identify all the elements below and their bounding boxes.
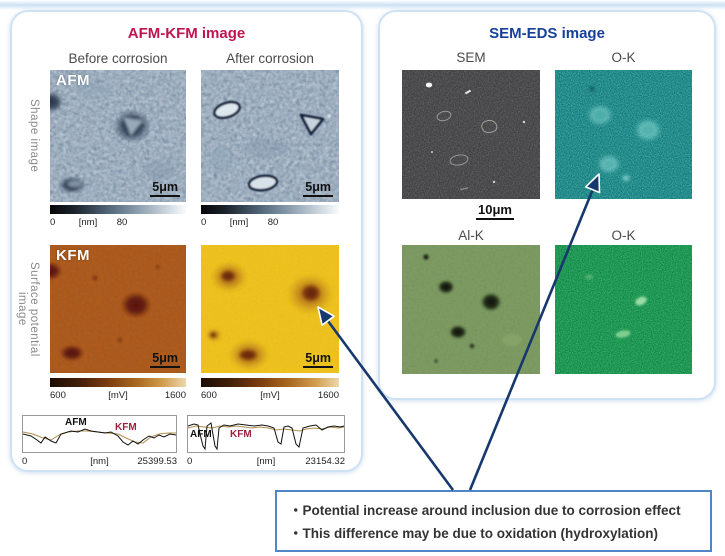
afm-kfm-panel: AFM-KFM image Before corrosion After cor…	[10, 10, 363, 472]
colorbar-min: 600	[201, 390, 217, 401]
map-header-sem: SEM	[456, 50, 486, 65]
alk-micrograph	[402, 245, 540, 374]
colorbar-min: 600	[50, 390, 66, 401]
axis-min: 0	[187, 456, 193, 467]
profile-afm-label: AFM	[65, 417, 87, 428]
eds-map-ok-top	[555, 70, 692, 199]
profile-afm-label: AFM	[190, 429, 212, 440]
kfm-label: KFM	[56, 247, 90, 264]
profile-axis-before: 0 [nm] 25399.53	[22, 456, 177, 468]
scale-bar-10um: 10μm	[476, 202, 514, 220]
ok-bottom-micrograph	[555, 245, 692, 374]
ok-top-micrograph	[555, 70, 692, 199]
axis-unit: [nm]	[256, 456, 276, 467]
sem-micrograph	[402, 70, 540, 199]
afm-colorbar-labels-after: 0 [nm] 80	[201, 217, 339, 229]
top-divider-band	[0, 0, 725, 10]
column-header-before-corrosion: Before corrosion	[68, 51, 168, 66]
axis-max: 23154.32	[305, 456, 345, 467]
colorbar-unit: [nm]	[229, 217, 249, 228]
profile-axis-after: 0 [nm] 23154.32	[187, 456, 345, 468]
scale-bar-5um: 5μm	[150, 181, 180, 197]
kfm-colorbar-labels-before: 600 [mV] 1600	[50, 390, 186, 402]
colorbar-unit: [mV]	[260, 390, 280, 401]
profile-kfm-label: KFM	[230, 429, 252, 440]
scale-bar-5um: 5μm	[303, 181, 333, 197]
callout-line-2: ・This difference may be due to oxidation…	[289, 526, 659, 541]
map-header-ok-top: O-K	[611, 50, 636, 65]
map-header-alk: Al-K	[458, 228, 484, 243]
sem-eds-panel-title: SEM-EDS image	[489, 25, 605, 42]
colorbar-max: 80	[116, 217, 128, 228]
afm-label: AFM	[56, 72, 90, 89]
kfm-colorbar-after	[201, 378, 339, 387]
afm-kfm-panel-title: AFM-KFM image	[127, 25, 246, 42]
profile-traces-after	[188, 422, 344, 451]
axis-unit: [nm]	[90, 456, 109, 467]
axis-max: 25399.53	[137, 456, 177, 467]
colorbar-min: 0	[201, 217, 207, 228]
column-header-after-corrosion: After corrosion	[226, 51, 314, 66]
sem-image	[402, 70, 540, 199]
afm-colorbar-before	[50, 205, 186, 214]
kfm-colorbar-labels-after: 600 [mV] 1600	[201, 390, 339, 402]
afm-image-after-corrosion: 5μm	[201, 70, 339, 202]
kfm-image-before-corrosion: KFM 5μm	[50, 245, 186, 373]
eds-map-alk	[402, 245, 540, 374]
afm-before-micrograph	[50, 70, 186, 202]
kfm-image-after-corrosion: 5μm	[201, 245, 339, 373]
colorbar-max: 80	[267, 217, 279, 228]
colorbar-unit: [nm]	[78, 217, 98, 228]
profile-kfm-label: KFM	[115, 422, 137, 433]
colorbar-unit: [mV]	[108, 390, 128, 401]
profile-traces-before	[23, 428, 176, 446]
colorbar-min: 0	[50, 217, 56, 228]
afm-image-before-corrosion: AFM 5μm	[50, 70, 186, 202]
annotation-callout: ・Potential increase around inclusion due…	[275, 490, 712, 552]
kfm-before-micrograph	[50, 245, 186, 373]
afm-after-micrograph	[201, 70, 339, 202]
colorbar-max: 1600	[164, 390, 186, 401]
callout-line-1: ・Potential increase around inclusion due…	[289, 503, 681, 518]
sem-eds-panel: SEM-EDS image SEM O-K	[378, 10, 716, 400]
afm-colorbar-after	[201, 205, 339, 214]
row-label-shape-image: Shape image	[28, 99, 40, 173]
scale-bar-5um: 5μm	[303, 352, 333, 368]
line-profile-before: AFM KFM	[22, 415, 177, 453]
map-header-ok-bottom: O-K	[611, 228, 636, 243]
eds-map-ok-bottom	[555, 245, 692, 374]
row-label-surface-potential-image: Surface potential image	[16, 261, 40, 357]
kfm-after-micrograph	[201, 245, 339, 373]
line-profile-after: AFM KFM	[187, 415, 345, 453]
scale-bar-5um: 5μm	[150, 352, 180, 368]
colorbar-max: 1600	[317, 390, 339, 401]
kfm-colorbar-before	[50, 378, 186, 387]
axis-min: 0	[22, 456, 28, 467]
afm-colorbar-labels-before: 0 [nm] 80	[50, 217, 186, 229]
